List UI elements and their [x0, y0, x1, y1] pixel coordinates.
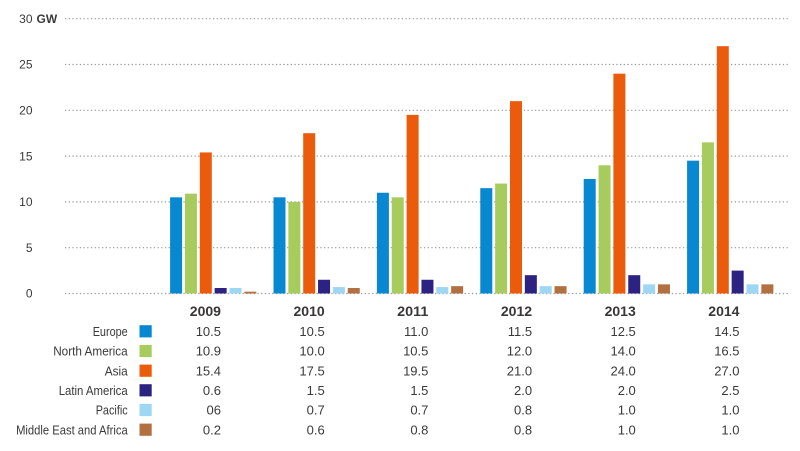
svg-text:21.0: 21.0	[507, 363, 532, 378]
svg-text:GW: GW	[37, 12, 58, 26]
svg-text:12.0: 12.0	[507, 344, 532, 359]
svg-text:16.5: 16.5	[714, 344, 739, 359]
svg-text:10.0: 10.0	[299, 344, 324, 359]
svg-text:2014: 2014	[708, 304, 740, 319]
svg-text:0.7: 0.7	[410, 403, 428, 418]
svg-text:15: 15	[19, 149, 33, 163]
svg-text:0.8: 0.8	[410, 422, 428, 437]
svg-text:30: 30	[19, 12, 33, 26]
svg-text:24.0: 24.0	[610, 363, 635, 378]
svg-text:0: 0	[26, 287, 33, 301]
svg-text:10.5: 10.5	[403, 344, 428, 359]
svg-text:06: 06	[207, 403, 221, 418]
svg-text:2011: 2011	[397, 304, 429, 319]
svg-text:10.5: 10.5	[196, 324, 221, 339]
svg-text:2.0: 2.0	[514, 383, 532, 398]
svg-text:2.5: 2.5	[721, 383, 739, 398]
svg-text:27.0: 27.0	[714, 363, 739, 378]
svg-text:1.5: 1.5	[307, 383, 325, 398]
svg-text:Asia: Asia	[105, 363, 129, 378]
svg-text:Latin America: Latin America	[59, 383, 129, 398]
svg-text:Middle East and Africa: Middle East and Africa	[16, 422, 128, 437]
svg-text:Europe: Europe	[93, 324, 128, 339]
svg-text:2010: 2010	[294, 304, 325, 319]
svg-text:17.5: 17.5	[299, 363, 324, 378]
svg-text:0.2: 0.2	[203, 422, 221, 437]
svg-text:15.4: 15.4	[196, 363, 221, 378]
svg-text:0.7: 0.7	[307, 403, 325, 418]
svg-text:2013: 2013	[605, 304, 637, 319]
svg-text:1.0: 1.0	[618, 422, 636, 437]
svg-text:14.0: 14.0	[610, 344, 635, 359]
svg-text:19.5: 19.5	[403, 363, 428, 378]
svg-text:0.8: 0.8	[514, 422, 532, 437]
svg-text:Pacific: Pacific	[96, 403, 128, 418]
svg-text:1.5: 1.5	[410, 383, 428, 398]
svg-text:11.0: 11.0	[404, 324, 428, 339]
svg-text:0.6: 0.6	[307, 422, 325, 437]
svg-text:14.5: 14.5	[714, 324, 739, 339]
svg-text:1.0: 1.0	[618, 403, 636, 418]
svg-text:10: 10	[19, 195, 33, 209]
svg-text:10.5: 10.5	[299, 324, 324, 339]
svg-text:25: 25	[19, 58, 33, 72]
svg-text:2009: 2009	[190, 304, 221, 319]
svg-text:1.0: 1.0	[721, 422, 739, 437]
svg-text:North America: North America	[53, 344, 128, 359]
svg-text:0.6: 0.6	[203, 383, 221, 398]
svg-text:2.0: 2.0	[618, 383, 636, 398]
svg-text:5: 5	[26, 241, 33, 255]
svg-text:2012: 2012	[501, 304, 532, 319]
svg-text:11.5: 11.5	[508, 324, 532, 339]
svg-text:1.0: 1.0	[721, 403, 739, 418]
svg-text:20: 20	[19, 104, 33, 118]
svg-text:10.9: 10.9	[196, 344, 221, 359]
svg-text:12.5: 12.5	[610, 324, 635, 339]
svg-text:0.8: 0.8	[514, 403, 532, 418]
